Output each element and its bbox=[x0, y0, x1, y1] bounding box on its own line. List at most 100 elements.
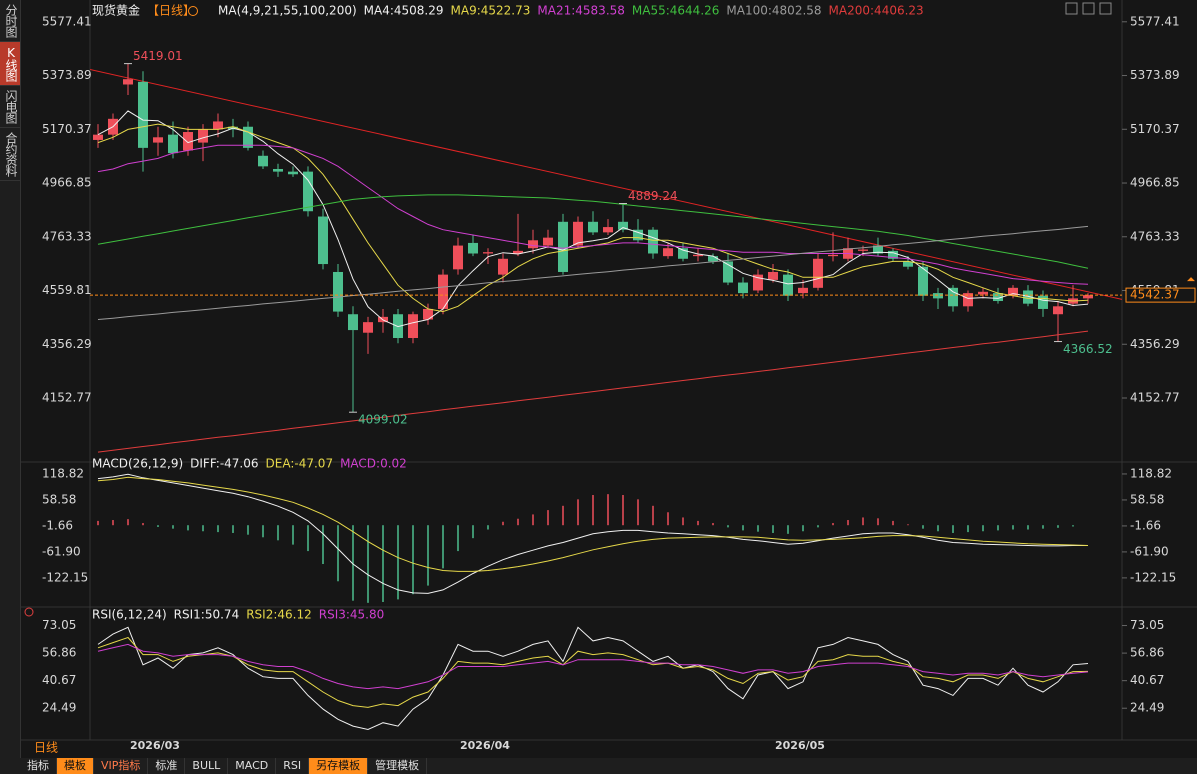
legend-entry: MA(4,9,21,55,100,200) bbox=[218, 4, 357, 18]
toolbar-button[interactable]: RSI bbox=[276, 758, 310, 774]
candle-body bbox=[333, 271, 343, 312]
settings-icon[interactable] bbox=[24, 607, 34, 617]
toolbar-button[interactable]: BULL bbox=[185, 758, 229, 774]
y-tick-label: -122.15 bbox=[42, 570, 88, 584]
candle-body bbox=[93, 134, 103, 140]
candle-body bbox=[558, 221, 568, 272]
annotation-label: 4889.24 bbox=[628, 189, 678, 203]
window-icons bbox=[1065, 2, 1112, 15]
y-tick-label: 118.82 bbox=[42, 466, 84, 480]
y-tick-label: -61.90 bbox=[42, 544, 81, 558]
toolbar-button[interactable]: 另存模板 bbox=[309, 758, 369, 774]
legend-entry: MA200:4406.23 bbox=[829, 4, 924, 18]
candle-body bbox=[708, 256, 718, 262]
legend-entry: MA100:4802.58 bbox=[726, 4, 821, 18]
legend-entry: 现货黄金 bbox=[92, 3, 140, 18]
toolbar-button[interactable]: 指标 bbox=[20, 758, 57, 774]
candle-body bbox=[273, 168, 283, 172]
candle-body bbox=[258, 155, 268, 167]
trend-line bbox=[90, 69, 1122, 300]
legend-entry: RSI3:45.80 bbox=[319, 608, 385, 622]
toolbar-button[interactable]: VIP指标 bbox=[94, 758, 149, 774]
toolbar-button[interactable]: 管理模板 bbox=[368, 758, 428, 774]
candle-body bbox=[873, 245, 883, 254]
chart: 日线 5577.41 5577.41 5373.89 5373.89 5170.37 51… bbox=[21, 0, 1197, 755]
y-tick-label: 5373.89 bbox=[1130, 68, 1180, 82]
candle-body bbox=[813, 258, 823, 288]
ma-line bbox=[97, 225, 1089, 320]
y-tick-label: 4763.33 bbox=[42, 229, 92, 243]
candle-body bbox=[453, 245, 463, 270]
y-tick-label: -122.15 bbox=[1130, 570, 1176, 584]
x-tick-label: 2026/05 bbox=[775, 739, 825, 752]
candle-body bbox=[663, 248, 673, 257]
candle-body bbox=[573, 221, 583, 246]
y-tick-label: 58.58 bbox=[1130, 492, 1164, 506]
candle-body bbox=[1083, 295, 1093, 299]
legend-entry: RSI1:50.74 bbox=[174, 608, 240, 622]
candle-body bbox=[288, 171, 298, 175]
y-tick-label: 58.58 bbox=[42, 492, 76, 506]
toolbar-button[interactable]: 模板 bbox=[57, 758, 94, 774]
candle-body bbox=[528, 240, 538, 249]
candle-body bbox=[1023, 290, 1033, 304]
y-tick-label: 73.05 bbox=[42, 618, 76, 632]
candle-body bbox=[168, 134, 178, 154]
x-tick-label: 2026/04 bbox=[460, 739, 510, 752]
y-tick-label: 5577.41 bbox=[42, 14, 92, 28]
candle-body bbox=[498, 258, 508, 275]
y-tick-label: 4966.85 bbox=[42, 176, 92, 190]
y-tick-label: 4966.85 bbox=[1130, 176, 1180, 190]
period-button[interactable]: 日线 bbox=[34, 741, 58, 755]
legend-entry: 【日线】 bbox=[147, 4, 195, 18]
side-tab[interactable]: 分时图 bbox=[0, 0, 20, 42]
candle-body bbox=[933, 293, 943, 299]
legend-entry: RSI(6,12,24) bbox=[92, 608, 167, 622]
last-price-label: 4542.37 bbox=[1130, 288, 1180, 302]
legend-entry: MACD(26,12,9) bbox=[92, 457, 183, 471]
rsi-line bbox=[97, 643, 1089, 690]
candle-body bbox=[408, 314, 418, 338]
candle-body bbox=[363, 322, 373, 333]
y-tick-label: 73.05 bbox=[1130, 618, 1164, 632]
candle-body bbox=[798, 287, 808, 294]
y-tick-label: 56.86 bbox=[42, 646, 76, 660]
icon[interactable] bbox=[1082, 2, 1095, 15]
panel bbox=[97, 494, 1089, 603]
annotation-label: 4099.02 bbox=[358, 413, 408, 427]
candle-body bbox=[1038, 295, 1048, 309]
candle-body bbox=[198, 129, 208, 143]
candle-body bbox=[963, 293, 973, 307]
candle-body bbox=[948, 287, 958, 307]
macd-line bbox=[97, 476, 1089, 572]
candle-body bbox=[213, 121, 223, 130]
candle-body bbox=[888, 250, 898, 259]
y-tick-label: 40.67 bbox=[1130, 673, 1164, 687]
y-tick-label: 5170.37 bbox=[1130, 122, 1180, 136]
ma-line bbox=[97, 330, 1089, 453]
candle-body bbox=[183, 132, 193, 151]
side-tab[interactable]: K线图 bbox=[0, 42, 20, 86]
side-tab[interactable]: 合约资料 bbox=[0, 128, 20, 181]
y-tick-label: 4763.33 bbox=[1130, 229, 1180, 243]
legend-entry: DEA:-47.07 bbox=[266, 457, 334, 471]
icon[interactable] bbox=[1099, 2, 1112, 15]
legend-entry: RSI2:46.12 bbox=[246, 608, 312, 622]
candle-body bbox=[123, 79, 133, 85]
rsi-line bbox=[97, 626, 1089, 731]
candle-body bbox=[153, 137, 163, 143]
y-tick-label: 4152.77 bbox=[1130, 391, 1180, 405]
candle-body bbox=[1008, 287, 1018, 296]
candle-body bbox=[603, 227, 613, 233]
candle-body bbox=[138, 81, 148, 148]
y-tick-label: 118.82 bbox=[1130, 466, 1172, 480]
candle-body bbox=[918, 266, 928, 296]
candle-body bbox=[318, 216, 328, 265]
side-tab[interactable]: 闪电图 bbox=[0, 86, 20, 128]
candle-body bbox=[678, 248, 688, 259]
icon[interactable] bbox=[1065, 2, 1078, 15]
candle-body bbox=[543, 237, 553, 246]
toolbar-button[interactable]: 标准 bbox=[148, 758, 186, 774]
toolbar-button[interactable]: MACD bbox=[228, 758, 277, 774]
